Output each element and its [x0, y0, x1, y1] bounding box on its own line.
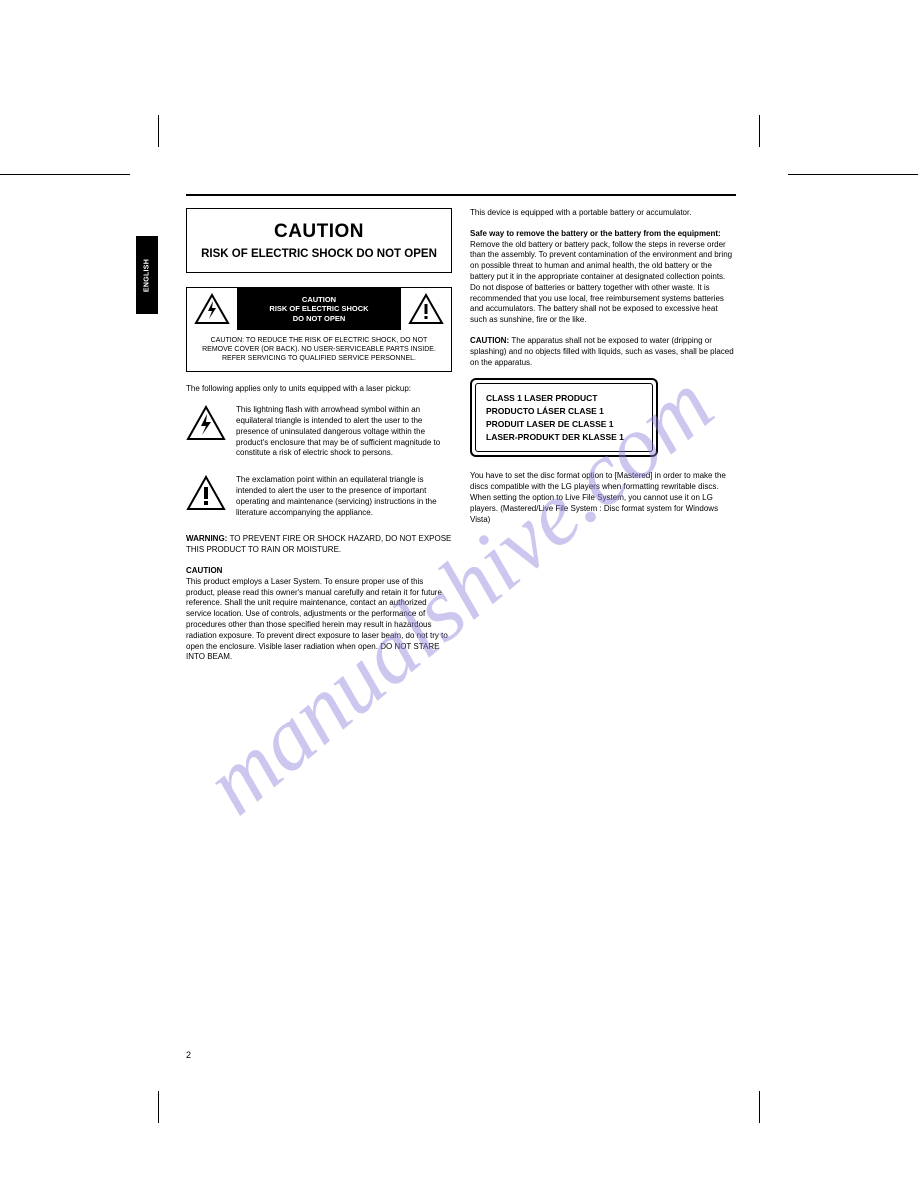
- water-caution-heading: CAUTION:: [470, 336, 511, 345]
- page-frame: ENGLISH CAUTION RISK OF ELECTRIC SHOCK D…: [158, 174, 760, 1088]
- laser-class-label-inner: CLASS 1 LASER PRODUCT PRODUCTO LÁSER CLA…: [475, 383, 653, 452]
- laser-class-label: CLASS 1 LASER PRODUCT PRODUCTO LÁSER CLA…: [470, 378, 658, 457]
- bolt-explanation-text: This lightning flash with arrowhead symb…: [236, 405, 452, 459]
- bolt-triangle-icon: [194, 293, 230, 325]
- bolt-explanation-block: This lightning flash with arrowhead symb…: [186, 405, 452, 459]
- caution-title-line2: RISK OF ELECTRIC SHOCK DO NOT OPEN: [195, 247, 443, 263]
- page-number: 2: [186, 1050, 191, 1060]
- caution-laser-paragraph: CAUTION This product employs a Laser Sys…: [186, 566, 452, 663]
- left-column: CAUTION RISK OF ELECTRIC SHOCK DO NOT OP…: [186, 208, 452, 675]
- exclaim-explanation-text: The exclamation point within an equilate…: [236, 475, 452, 518]
- laser-label-line3: PRODUIT LASER DE CLASSE 1: [486, 418, 642, 431]
- caution-warning-box: CAUTION RISK OF ELECTRIC SHOCK DO NOT OP…: [186, 287, 452, 372]
- laser-label-line1: CLASS 1 LASER PRODUCT: [486, 392, 642, 405]
- crop-mark: [759, 115, 760, 147]
- caution-header-line1: CAUTION: [302, 295, 336, 304]
- bolt-triangle-icon: [186, 405, 226, 441]
- bolt-triangle-cell: [187, 288, 237, 330]
- language-tab-label: ENGLISH: [144, 237, 151, 315]
- warning-heading: WARNING:: [186, 534, 230, 543]
- laser-label-line4: LASER-PRODUKT DER KLASSE 1: [486, 431, 642, 444]
- disc-format-note: You have to set the disc format option t…: [470, 471, 736, 525]
- caution-header-line2: RISK OF ELECTRIC SHOCK: [269, 304, 368, 313]
- horizontal-rule: [186, 194, 736, 196]
- water-caution: CAUTION: The apparatus shall not be expo…: [470, 336, 736, 368]
- content-area: CAUTION RISK OF ELECTRIC SHOCK DO NOT OP…: [186, 194, 736, 675]
- crop-mark: [788, 174, 918, 175]
- caution-title-box: CAUTION RISK OF ELECTRIC SHOCK DO NOT OP…: [186, 208, 452, 273]
- warning-paragraph: WARNING: TO PREVENT FIRE OR SHOCK HAZARD…: [186, 534, 452, 556]
- caution-laser-body: This product employs a Laser System. To …: [186, 577, 448, 662]
- battery-safe-removal: Safe way to remove the battery or the ba…: [470, 229, 736, 326]
- exclaim-triangle-icon: [408, 293, 444, 325]
- exclaim-explanation-block: The exclamation point within an equilate…: [186, 475, 452, 518]
- caution-title-line1: CAUTION: [195, 219, 443, 245]
- battery-intro: This device is equipped with a portable …: [470, 208, 736, 219]
- language-tab: ENGLISH: [136, 236, 158, 314]
- caution-center-block: CAUTION RISK OF ELECTRIC SHOCK DO NOT OP…: [237, 288, 401, 330]
- crop-mark: [759, 1091, 760, 1123]
- exclaim-triangle-cell: [401, 288, 451, 330]
- bolt-icon-wrap: [186, 405, 226, 459]
- caution-header-line3: DO NOT OPEN: [293, 314, 346, 323]
- caution-header: CAUTION RISK OF ELECTRIC SHOCK DO NOT OP…: [187, 288, 451, 330]
- symbol-note: The following applies only to units equi…: [186, 384, 452, 395]
- exclaim-icon-wrap: [186, 475, 226, 518]
- two-column-layout: CAUTION RISK OF ELECTRIC SHOCK DO NOT OP…: [186, 208, 736, 675]
- right-column: This device is equipped with a portable …: [470, 208, 736, 675]
- battery-safe-heading: Safe way to remove the battery or the ba…: [470, 229, 721, 238]
- crop-mark: [0, 174, 130, 175]
- crop-mark: [158, 1091, 159, 1123]
- battery-safe-body: Remove the old battery or battery pack, …: [470, 240, 732, 325]
- caution-laser-heading: CAUTION: [186, 566, 222, 575]
- laser-label-line2: PRODUCTO LÁSER CLASE 1: [486, 405, 642, 418]
- exclaim-triangle-icon: [186, 475, 226, 511]
- caution-body-text: CAUTION: TO REDUCE THE RISK OF ELECTRIC …: [187, 330, 451, 371]
- crop-mark: [158, 115, 159, 147]
